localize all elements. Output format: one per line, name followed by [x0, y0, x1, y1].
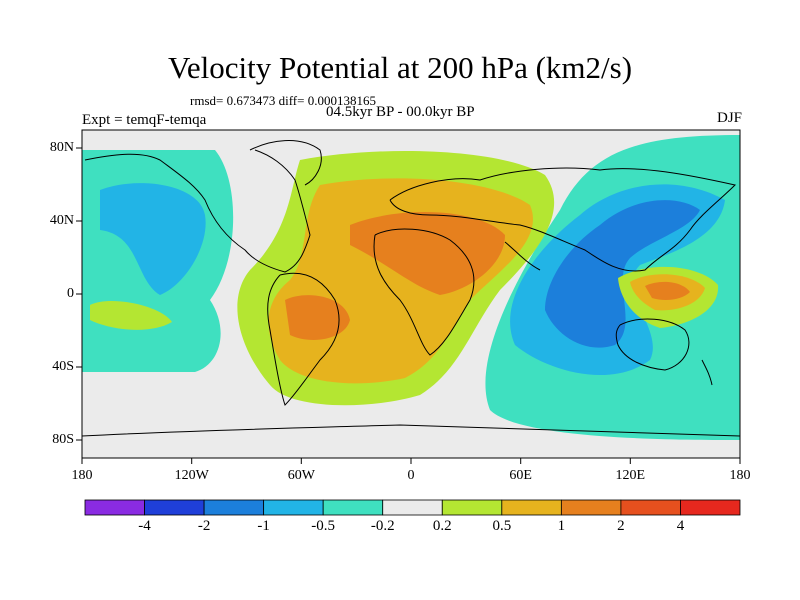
colorbar-label: 4: [676, 518, 685, 534]
colorbar-swatch: [620, 499, 681, 516]
lon-label-0: 0: [407, 468, 415, 483]
australia-coast: [615, 318, 690, 371]
colorbar-swatch: [84, 499, 145, 516]
colorbar-label: -0.5: [311, 518, 336, 534]
colorbar-swatch: [501, 499, 562, 516]
contour-field: [82, 130, 740, 458]
colorbar-label: -1: [257, 518, 270, 534]
colorbar: [84, 499, 741, 516]
orange-region-africa: [350, 212, 505, 295]
orange-region-southamerica: [285, 295, 350, 340]
green-patch-pacific: [90, 301, 172, 330]
africa-coast: [373, 228, 475, 356]
colorbar-label: 1: [557, 518, 566, 534]
lon-label-60e: 60E: [509, 468, 532, 483]
colorbar-label: 0.2: [432, 518, 452, 534]
colorbar-swatch: [382, 499, 443, 516]
season-label: DJF: [716, 110, 742, 126]
lat-label-80n: 80N: [49, 140, 74, 155]
lon-label-180e: 180: [729, 468, 751, 483]
south-america-coast: [267, 272, 340, 406]
eurasia-coast: [389, 167, 736, 272]
colorbar-swatch: [680, 499, 741, 516]
period-label: 04.5kyr BP - 00.0kyr BP: [326, 104, 475, 120]
colorbar-swatch: [203, 499, 265, 516]
lon-label-120w: 120W: [174, 468, 209, 483]
colorbar-label: 2: [617, 518, 625, 534]
lon-label-120e: 120E: [615, 468, 646, 483]
greenland-coast: [249, 140, 322, 186]
colorbar-swatch: [322, 499, 384, 516]
colorbar-label: -4: [138, 518, 151, 534]
stats-text: rmsd= 0.673473 diff= 0.000138165: [190, 93, 376, 108]
lon-label-180w: 180: [71, 468, 93, 483]
colorbar-label: 0.5: [492, 518, 512, 534]
lat-ticks: [76, 147, 82, 441]
lat-label-40s: 40S: [52, 359, 74, 374]
map-title: Velocity Potential at 200 hPa (km2/s): [167, 50, 633, 85]
lat-label-40n: 40N: [49, 213, 74, 228]
north-america-coast: [84, 149, 311, 273]
blue-core-east: [545, 200, 700, 348]
colorbar-swatch: [144, 499, 205, 516]
colorbar-label: -2: [197, 518, 211, 534]
lat-label-0: 0: [67, 286, 74, 301]
lon-label-60w: 60W: [287, 468, 315, 483]
antarctica-coast: [82, 424, 740, 437]
lightblue-region-west: [100, 183, 206, 295]
lon-ticks: [81, 458, 741, 464]
orange-core-maritime: [645, 281, 690, 300]
new-zealand-coast: [701, 359, 713, 386]
experiment-label: Expt = temqF-temqa: [82, 112, 207, 128]
india-coast: [504, 241, 541, 271]
lat-label-80s: 80S: [52, 432, 74, 447]
colorbar-label: -0.2: [370, 518, 395, 534]
colorbar-swatch: [263, 499, 324, 516]
colorbar-swatch: [441, 499, 503, 516]
colorbar-swatch: [560, 499, 622, 516]
coastlines: [82, 140, 740, 437]
